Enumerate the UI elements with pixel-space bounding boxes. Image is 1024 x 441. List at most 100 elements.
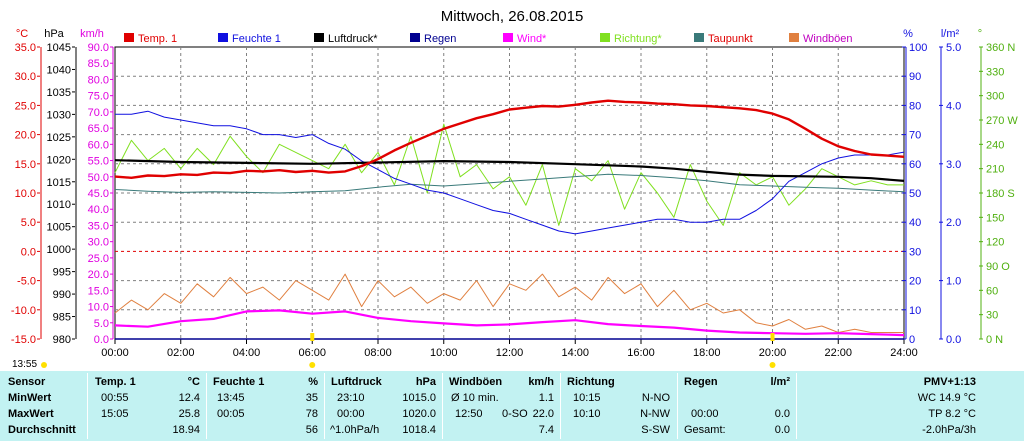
axis-unit-labels: °C hPa km/h % l/m² ° — [16, 28, 982, 40]
rain-total-value: 0.0 — [774, 424, 790, 436]
column-divider — [796, 373, 797, 439]
column-divider — [206, 373, 207, 439]
humidity-tick-label: 20 — [909, 276, 921, 288]
humidity-min-value: 35 — [305, 392, 318, 404]
wind-tick-label: 45.0 — [88, 188, 109, 200]
direction-tick-label: 270 W — [986, 115, 1018, 127]
temp-tick-label: 15.0 — [15, 159, 36, 171]
pressure-min-time: 23:10 — [337, 392, 365, 404]
time-marker — [310, 333, 315, 341]
pressure-tick-label: 1015 — [47, 177, 71, 189]
wind-tick-label: 15.0 — [88, 285, 109, 297]
temp-tick-label: -10.0 — [11, 305, 36, 317]
temp-min-value: 12.4 — [178, 392, 200, 404]
rain-tick-label: 4.0 — [946, 100, 961, 112]
temp-max-value: 25.8 — [178, 408, 200, 420]
humidity-tick-label: 30 — [909, 246, 921, 258]
header-temp: Temp. 1 — [95, 376, 136, 388]
pressure-tick-label: 985 — [53, 312, 71, 324]
chart-legend: Temp. 1 Feuchte 1 Luftdruck* Regen Wind* Rich… — [124, 33, 853, 45]
humidity-max-time: 00:05 — [217, 408, 245, 420]
row-label-min: MinWert — [8, 392, 52, 404]
temp-tick-label: 25.0 — [15, 100, 36, 112]
direction-tick-label: 210 — [986, 164, 1004, 176]
header-gust-unit: km/h — [528, 376, 554, 388]
wind-unit-label: km/h — [80, 28, 104, 40]
temp-unit-label: °C — [16, 28, 28, 40]
wind-tick-label: 65.0 — [88, 123, 109, 135]
temp-tick-label: 30.0 — [15, 71, 36, 83]
header-temp-unit: °C — [187, 376, 200, 388]
wind-tick-label: 35.0 — [88, 220, 109, 232]
gust-max-value: 22.0 — [532, 408, 554, 420]
time-tick-label: 12:00 — [496, 347, 524, 359]
legend-label: Taupunkt — [708, 33, 753, 45]
pressure-max-value: 1020.0 — [402, 408, 436, 420]
time-tick-label: 22:00 — [824, 347, 852, 359]
weather-chart: Mittwoch, 26.08.2015 Temp. 1 Feuchte 1 Luf… — [10, 8, 1019, 370]
rain-tick-label: 2.0 — [946, 217, 961, 229]
direction-tick-label: 150 — [986, 212, 1004, 224]
header-sensor: Sensor — [8, 376, 46, 388]
temp-tick-label: 20.0 — [15, 130, 36, 142]
pressure-min-value: 1015.0 — [402, 392, 436, 404]
pressure-avg-value: 1018.4 — [402, 424, 436, 436]
rain-max-value: 0.0 — [774, 408, 790, 420]
pressure-trend: ^1.0hPa/h — [330, 424, 380, 436]
time-markers — [41, 333, 776, 368]
time-tick-label: 24:00 — [890, 347, 918, 359]
direction-tick-label: 180 S — [986, 188, 1015, 200]
row-label-avg: Durchschnitt — [8, 424, 76, 436]
direction-tick-label: 120 — [986, 237, 1004, 249]
header-rain-unit: l/m² — [770, 376, 790, 388]
direction-min-time: 10:15 — [573, 392, 601, 404]
pressure-tick-label: 1000 — [47, 244, 71, 256]
legend-swatch — [694, 33, 704, 42]
humidity-tick-label: 50 — [909, 188, 921, 200]
pmv-dewpoint: TP 8.2 °C — [928, 408, 976, 420]
humidity-tick-label: 10 — [909, 305, 921, 317]
wind-tick-label: 10.0 — [88, 302, 109, 314]
series-line-windb-en — [114, 273, 904, 333]
legend-swatch — [410, 33, 420, 42]
time-tick-label: 04:00 — [233, 347, 261, 359]
temp-tick-label: -15.0 — [11, 334, 36, 346]
legend-label: Regen — [424, 33, 456, 45]
wind-tick-label: 30.0 — [88, 237, 109, 249]
legend-swatch — [218, 33, 228, 42]
chart-title: Mittwoch, 26.08.2015 — [441, 8, 584, 25]
rain-tick-label: 5.0 — [946, 42, 961, 54]
legend-label: Windböen — [803, 33, 853, 45]
direction-tick-label: 0 N — [986, 334, 1003, 346]
header-humidity: Feuchte 1 — [213, 376, 265, 388]
time-tick-label: 02:00 — [167, 347, 195, 359]
direction-tick-label: 90 O — [986, 261, 1010, 273]
pressure-tick-label: 1020 — [47, 154, 71, 166]
column-divider — [324, 373, 325, 439]
time-tick-label: 00:00 — [101, 347, 129, 359]
wind-tick-label: 70.0 — [88, 107, 109, 119]
statistics-table: Sensor Temp. 1 °C Feuchte 1 % Luftdruck … — [0, 371, 1024, 441]
time-tick-label: 16:00 — [627, 347, 655, 359]
legend-swatch — [600, 33, 610, 42]
header-humidity-unit: % — [308, 376, 318, 388]
legend-swatch — [314, 33, 324, 42]
pressure-tick-label: 1035 — [47, 87, 71, 99]
series-line-taupunkt — [114, 173, 905, 194]
wind-tick-label: 55.0 — [88, 156, 109, 168]
wind-tick-label: 90.0 — [88, 42, 109, 54]
header-pmv: PMV+1:13 — [923, 376, 976, 388]
pressure-tick-label: 1045 — [47, 42, 71, 54]
time-tick-label: 20:00 — [759, 347, 787, 359]
legend-label: Wind* — [517, 33, 547, 45]
legend-label: Luftdruck* — [328, 33, 378, 45]
humidity-tick-label: 100 — [909, 42, 927, 54]
legend-label: Feuchte 1 — [232, 33, 281, 45]
time-tick-label: 10:00 — [430, 347, 458, 359]
wind-tick-label: 0.0 — [94, 334, 109, 346]
rain-tick-label: 0.0 — [946, 334, 961, 346]
header-gust: Windböen — [449, 376, 503, 388]
header-pressure: Luftdruck — [331, 376, 382, 388]
wind-tick-label: 20.0 — [88, 269, 109, 281]
humidity-avg-value: 56 — [305, 424, 318, 436]
